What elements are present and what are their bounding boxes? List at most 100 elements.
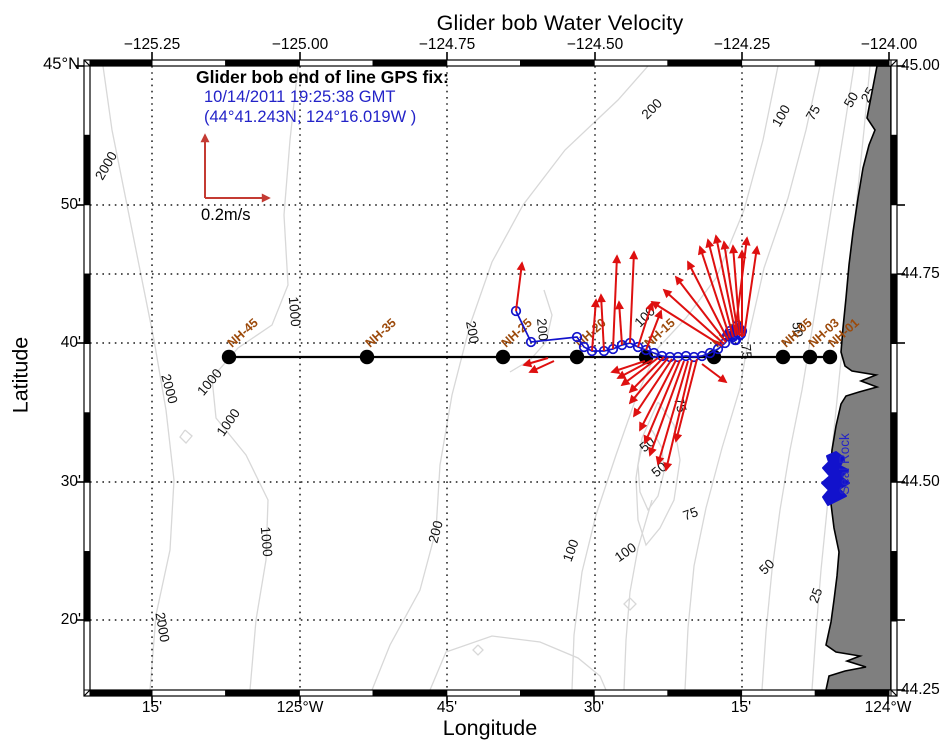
fancy-frame xyxy=(83,59,898,697)
coastline-land xyxy=(825,65,892,691)
contour-line xyxy=(211,65,299,691)
contour-depth-label: 50 xyxy=(841,89,862,110)
station-label-nh-25: NH-25 xyxy=(499,316,535,351)
frame-segment xyxy=(890,551,898,622)
contour-depth-label: 2000 xyxy=(92,149,120,183)
frame-segment xyxy=(814,689,890,697)
frame-segment xyxy=(520,689,595,697)
contour-line xyxy=(429,635,607,691)
frame-segment xyxy=(83,343,91,414)
frame-segment xyxy=(83,273,91,344)
velocity-arrow xyxy=(616,359,653,379)
frame-segment xyxy=(667,59,743,67)
velocity-scale-arrows xyxy=(200,133,271,203)
velocity-arrow xyxy=(590,298,600,352)
frame-corner-bevel xyxy=(83,59,91,67)
frame-segment xyxy=(890,134,898,206)
velocity-arrow xyxy=(673,358,698,443)
station-dot-nh-35 xyxy=(359,349,375,365)
right-axis-label: 44.75 xyxy=(901,265,940,282)
bottom-axis-label: 45' xyxy=(436,699,458,716)
velocity-arrow xyxy=(729,244,741,337)
contour-line xyxy=(623,597,637,611)
top-axis-label: −125.00 xyxy=(271,36,329,53)
velocity-arrow xyxy=(701,363,728,384)
frame-segment xyxy=(741,59,816,67)
velocity-arrow xyxy=(620,357,659,387)
left-axis-label: 40' xyxy=(60,334,81,351)
frame-segment xyxy=(89,689,153,697)
contour-depth-label: 2000 xyxy=(158,372,180,405)
contour-depth-label: 50 xyxy=(789,321,805,337)
frame-segment xyxy=(890,343,898,414)
contour-line xyxy=(684,65,821,691)
glider-waypoint xyxy=(712,343,724,355)
velocity-arrow xyxy=(628,356,665,394)
velocity-arrow xyxy=(639,359,677,432)
contour-line xyxy=(102,65,175,691)
frame-corner-bevel xyxy=(890,689,898,697)
velocity-arrow xyxy=(743,245,761,337)
velocity-arrow xyxy=(734,236,751,334)
frame-segment xyxy=(225,689,300,697)
contour-line xyxy=(761,65,855,691)
velocity-arrow xyxy=(637,301,655,348)
velocity-arrow xyxy=(615,300,624,346)
axis-ticks xyxy=(76,52,905,704)
frame-corner-bevel xyxy=(83,689,91,697)
frame-segment xyxy=(151,689,227,697)
velocity-arrow xyxy=(697,245,731,339)
frame-segment xyxy=(446,59,521,67)
velocity-arrow xyxy=(650,301,723,347)
velocity-arrow xyxy=(655,360,689,466)
velocity-arrow xyxy=(612,254,622,350)
contour-depth-label: 50 xyxy=(756,556,777,577)
frame-segment xyxy=(814,59,890,67)
velocity-arrow xyxy=(645,309,663,351)
frame-inner xyxy=(89,65,892,691)
station-dot-nh-01 xyxy=(822,349,838,365)
frame-segment xyxy=(667,689,743,697)
contour-depth-label: 75 xyxy=(803,102,824,123)
y-axis-title: Latitude xyxy=(8,336,33,414)
top-axis-label: −124.25 xyxy=(713,36,771,53)
frame-segment xyxy=(372,689,448,697)
frame-segment xyxy=(890,204,898,275)
velocity-arrow xyxy=(705,238,734,338)
velocity-arrow xyxy=(720,240,739,336)
bottom-axis-label: 30' xyxy=(583,699,605,716)
contour-depth-label: 100 xyxy=(769,102,793,129)
corner-lat-label: 45°N xyxy=(43,55,80,73)
frame-segment xyxy=(890,620,898,691)
velocity-arrow xyxy=(628,357,669,405)
station-dot-nh-05 xyxy=(775,349,791,365)
frame-segment xyxy=(372,59,448,67)
frame-segment xyxy=(83,65,91,136)
velocity-arrow xyxy=(674,275,727,343)
frame-segment xyxy=(741,689,816,697)
glider-surfacing-blob xyxy=(821,451,850,506)
frame-segment xyxy=(888,59,892,67)
frame-segment xyxy=(593,689,669,697)
velocity-arrow xyxy=(643,359,681,445)
top-axis-label: −124.50 xyxy=(566,36,624,53)
velocity-arrow xyxy=(633,358,673,418)
frame-segment xyxy=(888,689,892,697)
frame-segment xyxy=(298,689,374,697)
page-title: Glider bob Water Velocity xyxy=(436,11,684,35)
contour-depth-label: 1000 xyxy=(214,406,244,439)
contour-depth-label: 200 xyxy=(425,519,445,545)
contour-line xyxy=(179,429,193,444)
frame-outer xyxy=(83,59,898,697)
contour-depth-label: 25 xyxy=(806,586,825,605)
velocity-arrow xyxy=(596,293,606,352)
velocity-scale-label: 0.2m/s xyxy=(201,206,251,224)
x-axis-title: Longitude xyxy=(442,716,538,740)
contour-line xyxy=(811,65,871,691)
velocity-arrow xyxy=(648,360,685,457)
frame-segment xyxy=(446,689,521,697)
velocity-arrow xyxy=(522,357,549,368)
contour-depth-label: 100 xyxy=(612,540,639,565)
frame-segment xyxy=(520,59,595,67)
